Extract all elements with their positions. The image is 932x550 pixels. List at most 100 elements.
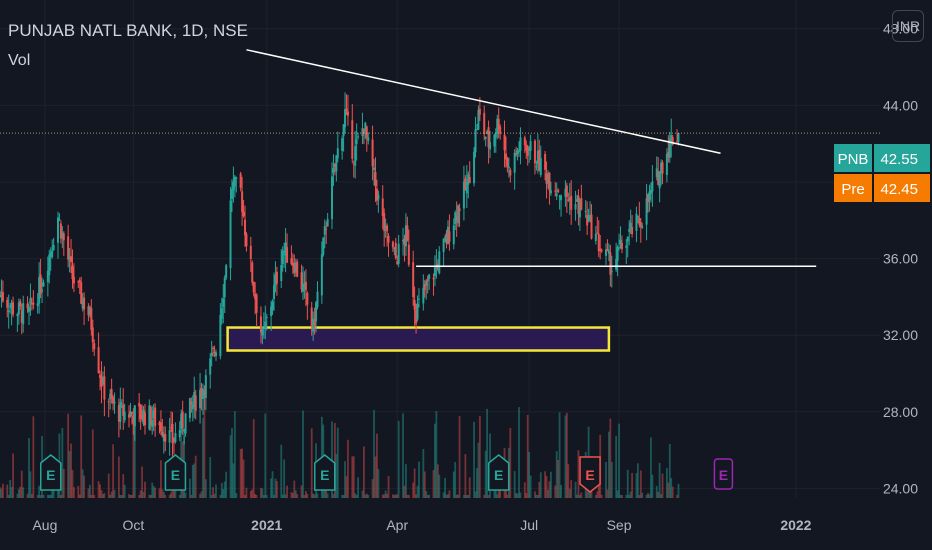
candle-body <box>615 259 618 270</box>
volume-bar <box>316 493 319 498</box>
candle-body <box>381 198 384 216</box>
volume-bar <box>80 415 83 498</box>
volume-bar <box>403 485 406 498</box>
candle-body <box>415 309 418 324</box>
candle-body <box>30 302 33 305</box>
volume-bar <box>102 494 104 498</box>
price-tick-label: 36.00 <box>883 251 918 267</box>
candle-body <box>6 299 9 308</box>
candle-body <box>180 413 183 429</box>
volume-label[interactable]: Vol <box>8 52 31 69</box>
candle-body <box>584 211 587 213</box>
volume-bar <box>550 471 552 498</box>
price-tag-value-bg <box>874 174 930 202</box>
trend-lines <box>0 49 880 267</box>
volume-bar <box>558 412 561 498</box>
candle-body <box>426 278 429 282</box>
candle-body <box>170 427 173 429</box>
volume-bar <box>341 494 344 498</box>
candle-body <box>39 274 42 294</box>
volume-bar <box>109 494 112 498</box>
volume-bar <box>406 494 409 498</box>
volume-bar <box>0 487 1 498</box>
volume-bar <box>160 460 162 498</box>
candle-body <box>199 389 202 409</box>
currency-button[interactable]: INR <box>892 10 924 42</box>
candle-body <box>515 153 518 155</box>
candle-body <box>209 358 212 375</box>
candle-body <box>397 243 400 264</box>
candle-body <box>32 302 35 305</box>
volume-bar <box>436 464 439 498</box>
candle-body <box>448 231 451 242</box>
volume-bar <box>445 494 448 498</box>
candle-body <box>141 414 144 420</box>
volume-bar <box>326 493 329 498</box>
candle-body <box>446 226 449 245</box>
volume-bar <box>199 493 201 498</box>
volume-bar <box>252 419 255 498</box>
volume-bar <box>467 494 470 498</box>
volume-bar <box>323 486 326 498</box>
volume-bar <box>81 469 84 498</box>
volume-bar <box>618 423 620 498</box>
resistance-trendline <box>246 49 721 154</box>
volume-bar <box>213 493 216 498</box>
volume-bar <box>413 468 416 498</box>
volume-bar <box>36 494 39 498</box>
volume-bar <box>374 456 377 498</box>
volume-bar <box>110 491 113 498</box>
volume-bar <box>78 494 81 498</box>
volume-bar <box>332 493 335 498</box>
candle-body <box>91 327 94 343</box>
volume-bar <box>513 471 516 498</box>
candle-body <box>252 281 255 293</box>
candle-body <box>377 194 380 200</box>
candle-body <box>468 176 471 184</box>
candle-body <box>413 300 416 310</box>
volume-bar <box>241 448 244 498</box>
candle-body <box>213 351 216 353</box>
volume-bar <box>496 494 499 498</box>
volume-bar <box>367 494 370 498</box>
volume-bar <box>242 459 245 498</box>
volume-bar <box>444 477 446 498</box>
volume-bar <box>484 450 487 498</box>
volume-bar <box>62 468 65 498</box>
earnings-icon-letter: E <box>585 467 594 483</box>
volume-bar <box>454 462 457 498</box>
time-axis[interactable]: Aug Oct 2021 Apr Jul Sep 2022 <box>32 517 811 533</box>
volume-bar <box>19 486 22 498</box>
candle-body <box>641 225 644 228</box>
candle-body <box>99 374 102 378</box>
candle-body <box>406 225 409 241</box>
volume-bar <box>194 455 197 498</box>
volume-bar <box>291 493 294 498</box>
volume-bar <box>515 493 518 498</box>
volume-bar <box>20 470 23 498</box>
volume-bar <box>17 489 20 498</box>
candle-body <box>320 254 323 296</box>
volume-bar <box>335 453 338 498</box>
candle-body <box>119 402 122 422</box>
candle-body <box>306 292 309 305</box>
price-tag-label-bg <box>834 174 872 202</box>
candle-body <box>620 242 623 250</box>
symbol-title[interactable]: PUNJAB NATL BANK, 1D, NSE <box>8 21 248 40</box>
volume-bar <box>645 494 648 498</box>
volume-bar <box>657 491 660 498</box>
candle-body <box>210 352 213 356</box>
candle-body <box>596 232 599 234</box>
volume-bar <box>103 493 106 498</box>
candle-body <box>533 140 536 164</box>
volume-bar <box>506 494 509 498</box>
volume-bar <box>254 494 257 498</box>
volume-bar <box>73 487 75 498</box>
volume-bar <box>606 489 609 498</box>
volume-bar <box>362 446 365 498</box>
candle-body <box>17 302 20 315</box>
volume-bar <box>465 495 468 498</box>
candle-body <box>322 237 325 255</box>
